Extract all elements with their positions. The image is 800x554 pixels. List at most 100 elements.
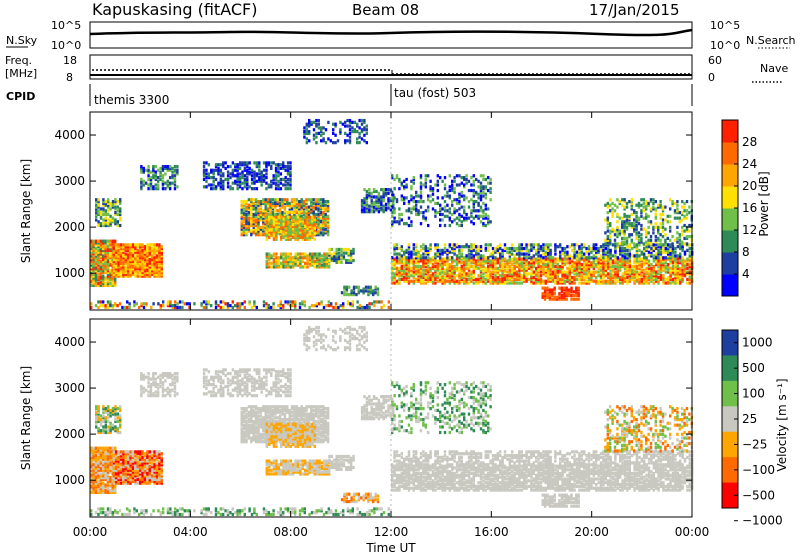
power-cell bbox=[606, 216, 610, 220]
power-cell bbox=[515, 246, 519, 251]
power-cell bbox=[403, 250, 406, 254]
power-cell bbox=[407, 270, 411, 274]
power-cell bbox=[142, 166, 145, 171]
power-cell bbox=[472, 243, 475, 247]
power-cell bbox=[314, 201, 318, 206]
power-cell bbox=[222, 161, 225, 165]
power-cell bbox=[229, 164, 232, 169]
power-cell bbox=[104, 246, 107, 251]
power-cell bbox=[114, 212, 117, 217]
power-cell bbox=[323, 265, 326, 269]
power-cell bbox=[303, 265, 307, 269]
power-cell bbox=[424, 181, 427, 185]
power-cell bbox=[501, 248, 504, 252]
power-cell bbox=[290, 203, 294, 207]
power-cell bbox=[136, 274, 139, 278]
power-cell bbox=[661, 222, 665, 226]
power-cell bbox=[95, 205, 98, 209]
power-cell bbox=[102, 241, 105, 245]
power-cell bbox=[129, 246, 132, 251]
power-cell bbox=[296, 222, 300, 227]
power-cell bbox=[448, 194, 451, 198]
power-cell bbox=[339, 131, 342, 136]
power-cell bbox=[112, 250, 115, 254]
power-cell bbox=[410, 211, 413, 215]
power-cell bbox=[375, 195, 378, 199]
power-cell bbox=[688, 234, 691, 239]
power-cell bbox=[609, 234, 612, 239]
power-cell bbox=[106, 270, 110, 275]
power-cell bbox=[288, 203, 291, 207]
power-cell bbox=[301, 235, 304, 240]
power-cell bbox=[595, 259, 598, 263]
power-cell bbox=[270, 215, 273, 219]
power-cell bbox=[277, 164, 280, 169]
power-cell bbox=[419, 245, 423, 249]
power-cell bbox=[288, 212, 291, 217]
power-cell bbox=[489, 259, 492, 263]
power-cell bbox=[448, 216, 451, 220]
power-cell bbox=[153, 256, 156, 260]
power-cell bbox=[300, 201, 303, 206]
power-cell bbox=[265, 215, 268, 219]
power-cell bbox=[286, 170, 290, 174]
power-cell bbox=[335, 249, 338, 253]
power-cell bbox=[138, 259, 142, 264]
power-cell bbox=[611, 259, 615, 263]
power-cell bbox=[272, 219, 276, 223]
power-cell bbox=[311, 254, 314, 258]
power-cell bbox=[254, 199, 258, 204]
power-cell bbox=[412, 270, 415, 274]
power-cell bbox=[460, 214, 463, 218]
power-cell bbox=[650, 246, 653, 251]
power-cell bbox=[439, 256, 442, 260]
power-cell bbox=[403, 179, 406, 183]
power-cell bbox=[484, 223, 487, 228]
power-cell bbox=[259, 211, 263, 215]
power-cell bbox=[393, 211, 396, 215]
power-cell bbox=[111, 205, 115, 209]
power-cell bbox=[254, 198, 258, 202]
power-cell bbox=[242, 233, 246, 237]
power-cell bbox=[467, 179, 471, 183]
power-cell bbox=[322, 222, 325, 226]
power-cell bbox=[398, 257, 401, 261]
power-cell bbox=[384, 202, 388, 206]
power-cell bbox=[291, 257, 295, 262]
power-cell bbox=[616, 212, 619, 217]
power-cell bbox=[360, 128, 364, 132]
power-cell bbox=[326, 229, 330, 233]
power-cell bbox=[322, 212, 325, 217]
power-cell bbox=[267, 217, 271, 221]
power-cell bbox=[451, 264, 454, 269]
power-cell bbox=[307, 212, 311, 217]
power-cell bbox=[455, 266, 459, 270]
power-cell bbox=[393, 261, 396, 265]
power-cell bbox=[111, 281, 114, 286]
power-cell bbox=[289, 252, 292, 256]
power-cell bbox=[247, 216, 251, 220]
power-cell bbox=[122, 265, 125, 269]
power-cell bbox=[97, 243, 100, 247]
power-cell bbox=[448, 207, 451, 211]
power-cell bbox=[229, 187, 232, 191]
power-cell bbox=[475, 245, 478, 249]
power-cell bbox=[279, 166, 283, 171]
power-cell bbox=[320, 254, 324, 258]
power-cell bbox=[352, 287, 356, 291]
power-cell bbox=[265, 237, 268, 241]
power-cell bbox=[176, 185, 179, 189]
power-cell bbox=[604, 242, 607, 246]
power-cell bbox=[92, 248, 95, 252]
power-cell bbox=[317, 214, 320, 218]
power-cell bbox=[676, 257, 679, 261]
power-cell bbox=[395, 268, 399, 272]
power-cell bbox=[434, 281, 437, 285]
power-cell bbox=[688, 281, 691, 285]
power-cell bbox=[585, 272, 588, 276]
power-cell bbox=[107, 199, 110, 204]
power-cell bbox=[308, 217, 312, 221]
power-cell bbox=[258, 163, 261, 167]
power-cell bbox=[643, 272, 646, 276]
power-cell bbox=[158, 267, 161, 271]
